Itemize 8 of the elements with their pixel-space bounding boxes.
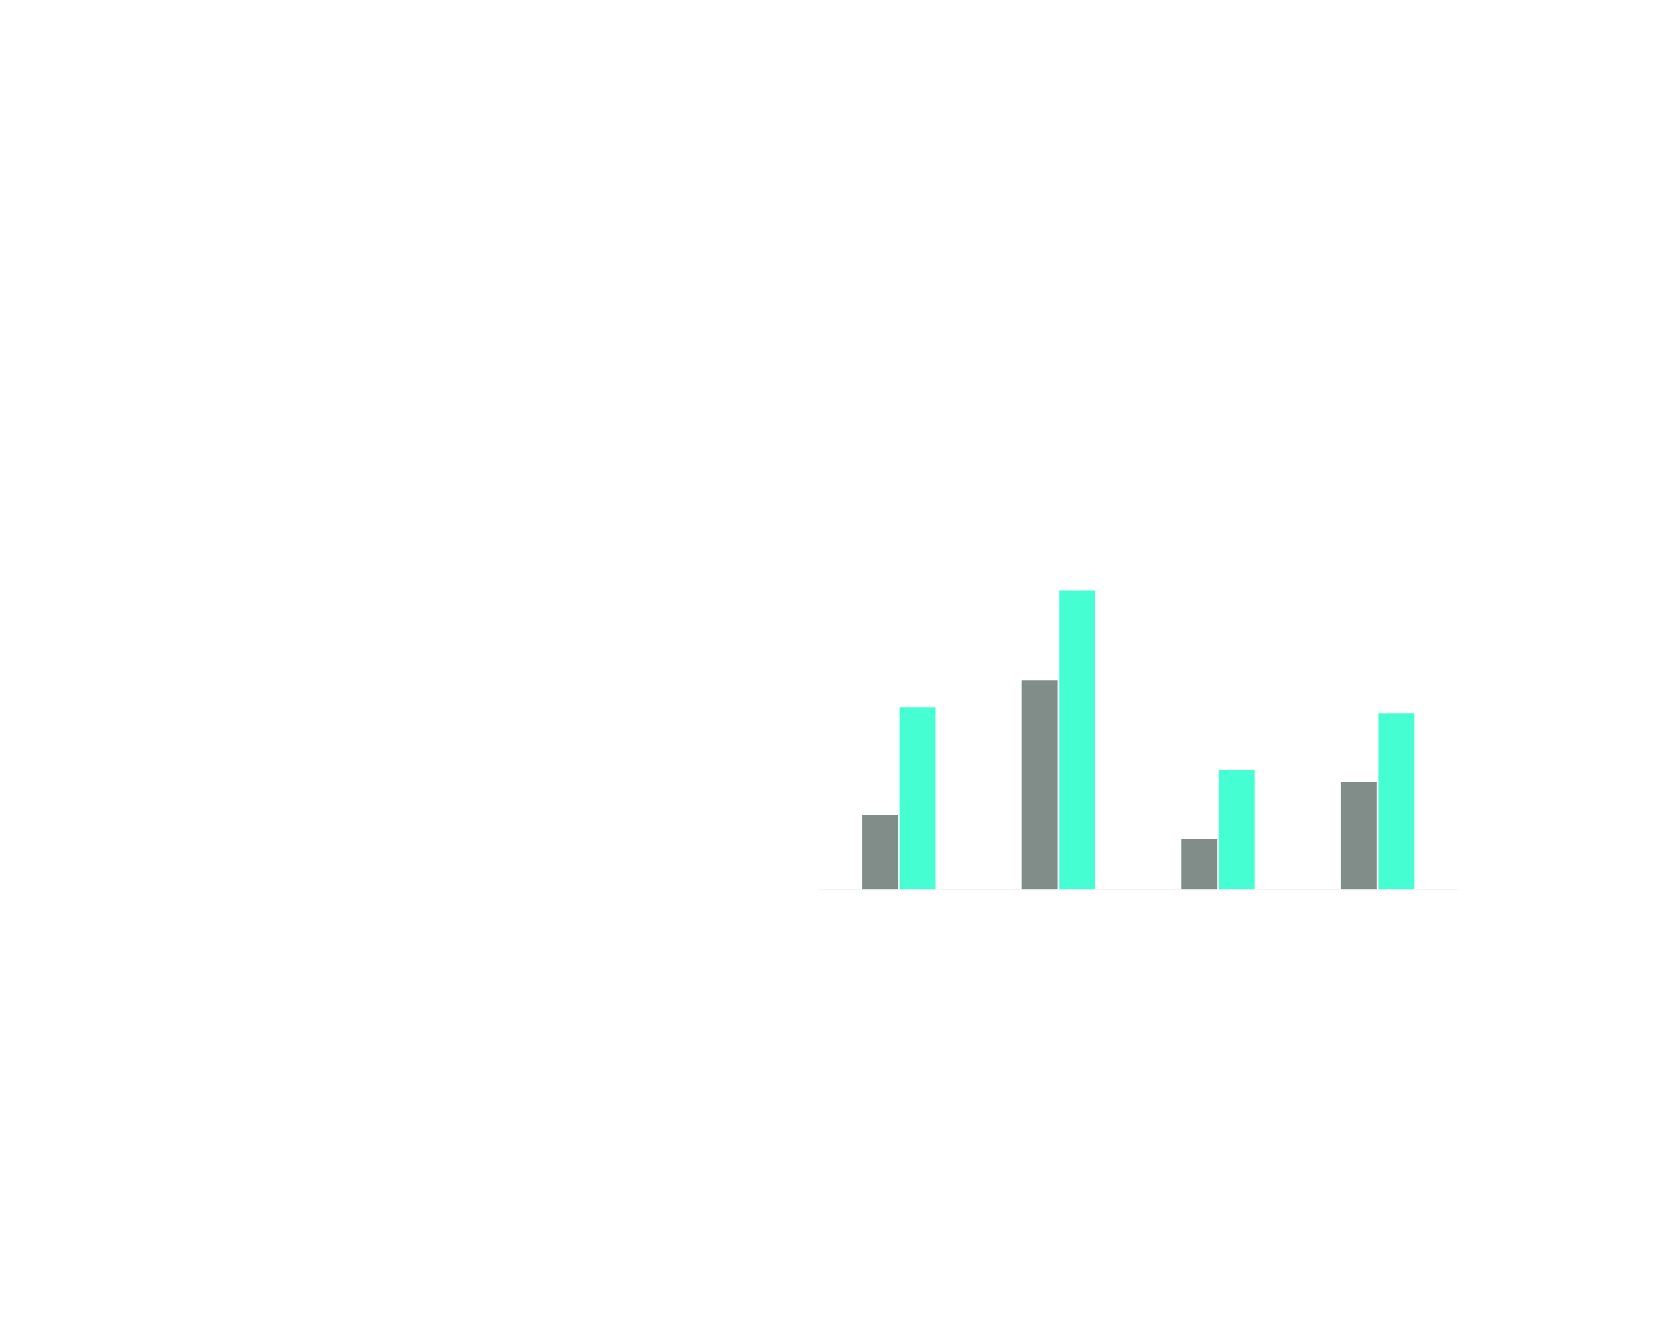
bar [1059,590,1096,890]
bar [1340,782,1377,890]
bar [862,814,898,890]
bar [1378,713,1415,890]
bar [1021,680,1058,890]
bar [899,707,936,890]
bar [1218,770,1255,890]
bar [1181,838,1218,890]
